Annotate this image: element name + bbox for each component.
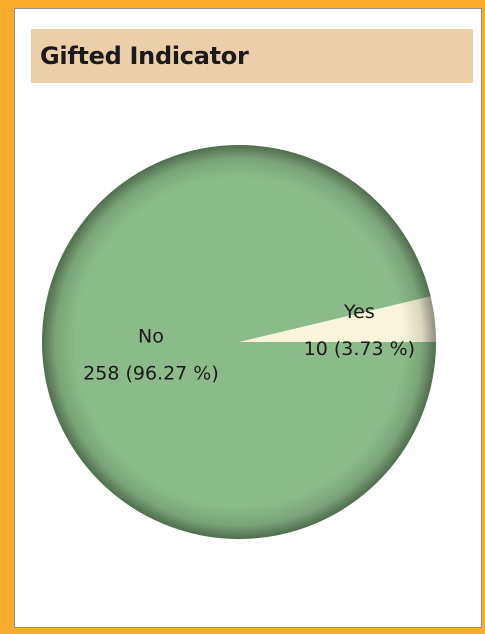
slice-label-no: No [138,325,164,347]
pie-chart: Yes 10 (3.73 %) No 258 (96.27 %) [41,145,436,539]
slice-value-no: 258 (96.27 %) [83,362,219,384]
chart-title: Gifted Indicator [40,42,249,70]
pie-labels: Yes 10 (3.73 %) No 258 (96.27 %) [83,301,415,384]
slice-label-yes: Yes [343,301,375,323]
chart-panel: Gifted Indicator Yes 10 (3.73 %) No 258 (96… [14,8,482,628]
slice-value-yes: 10 (3.73 %) [304,338,415,360]
chart-title-bar: Gifted Indicator [31,29,473,83]
